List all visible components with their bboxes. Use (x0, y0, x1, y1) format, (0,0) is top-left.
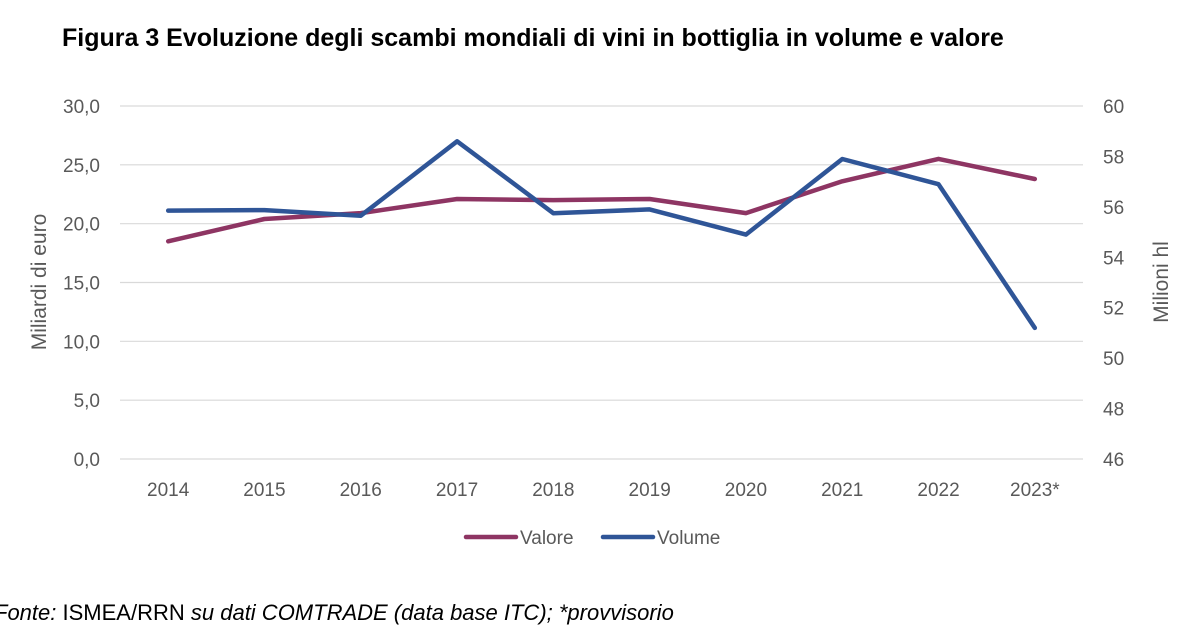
x-tick-label: 2022 (917, 480, 959, 501)
y-tick-label: 25,0 (63, 156, 100, 177)
y2-tick-label: 50 (1103, 349, 1124, 370)
y2-tick-label: 48 (1103, 400, 1124, 421)
y-tick-label: 30,0 (63, 97, 100, 118)
y-tick-label: 15,0 (63, 274, 100, 295)
legend-label-volume: Volume (657, 528, 720, 549)
x-tick-label: 2017 (436, 480, 478, 501)
y-tick-label: 5,0 (74, 391, 100, 412)
legend-label-valore: Valore (520, 528, 574, 549)
x-tick-label: 2023* (1010, 480, 1060, 501)
y-tick-label: 20,0 (63, 215, 100, 236)
series-lines (165, 139, 1038, 331)
x-tick-label: 2020 (725, 480, 767, 501)
x-tick-label: 2018 (532, 480, 574, 501)
x-tick-label: 2019 (629, 480, 671, 501)
x-tick-label: 2015 (243, 480, 285, 501)
y-axis-title: Miliardi di euro (28, 214, 51, 351)
y-tick-label: 10,0 (63, 332, 100, 353)
chart-title: Figura 3 Evoluzione degli scambi mondial… (62, 24, 1004, 52)
y2-tick-label: 60 (1103, 97, 1124, 118)
series-line-valore (165, 156, 1038, 244)
source-text: su dati COMTRADE (data base ITC); *provv… (190, 600, 674, 625)
x-tick-label: 2016 (340, 480, 382, 501)
series-line-volume (165, 139, 1038, 331)
legend: Valore Volume (463, 528, 720, 549)
y2-tick-label: 58 (1103, 147, 1124, 168)
y2-tick-label: 46 (1103, 450, 1124, 471)
y2-tick-label: 54 (1103, 248, 1125, 269)
y2-axis-title: Milioni hl (1150, 241, 1173, 323)
x-tick-label: 2014 (147, 480, 190, 501)
source-label: Fonte: (0, 600, 57, 625)
source-note: Fonte: ISMEA/RRN su dati COMTRADE (data … (0, 600, 674, 626)
axes: 0,0 5,0 10,0 15,0 20,0 25,0 30,0 46 48 50 52 54 56 58… (28, 97, 1173, 501)
y-tick-label: 0,0 (74, 450, 100, 471)
y2-tick-label: 56 (1103, 198, 1124, 219)
source-org: ISMEA/RRN (62, 600, 185, 625)
y2-tick-label: 52 (1103, 299, 1124, 320)
gridlines (120, 105, 1083, 401)
x-tick-label: 2021 (821, 480, 863, 501)
